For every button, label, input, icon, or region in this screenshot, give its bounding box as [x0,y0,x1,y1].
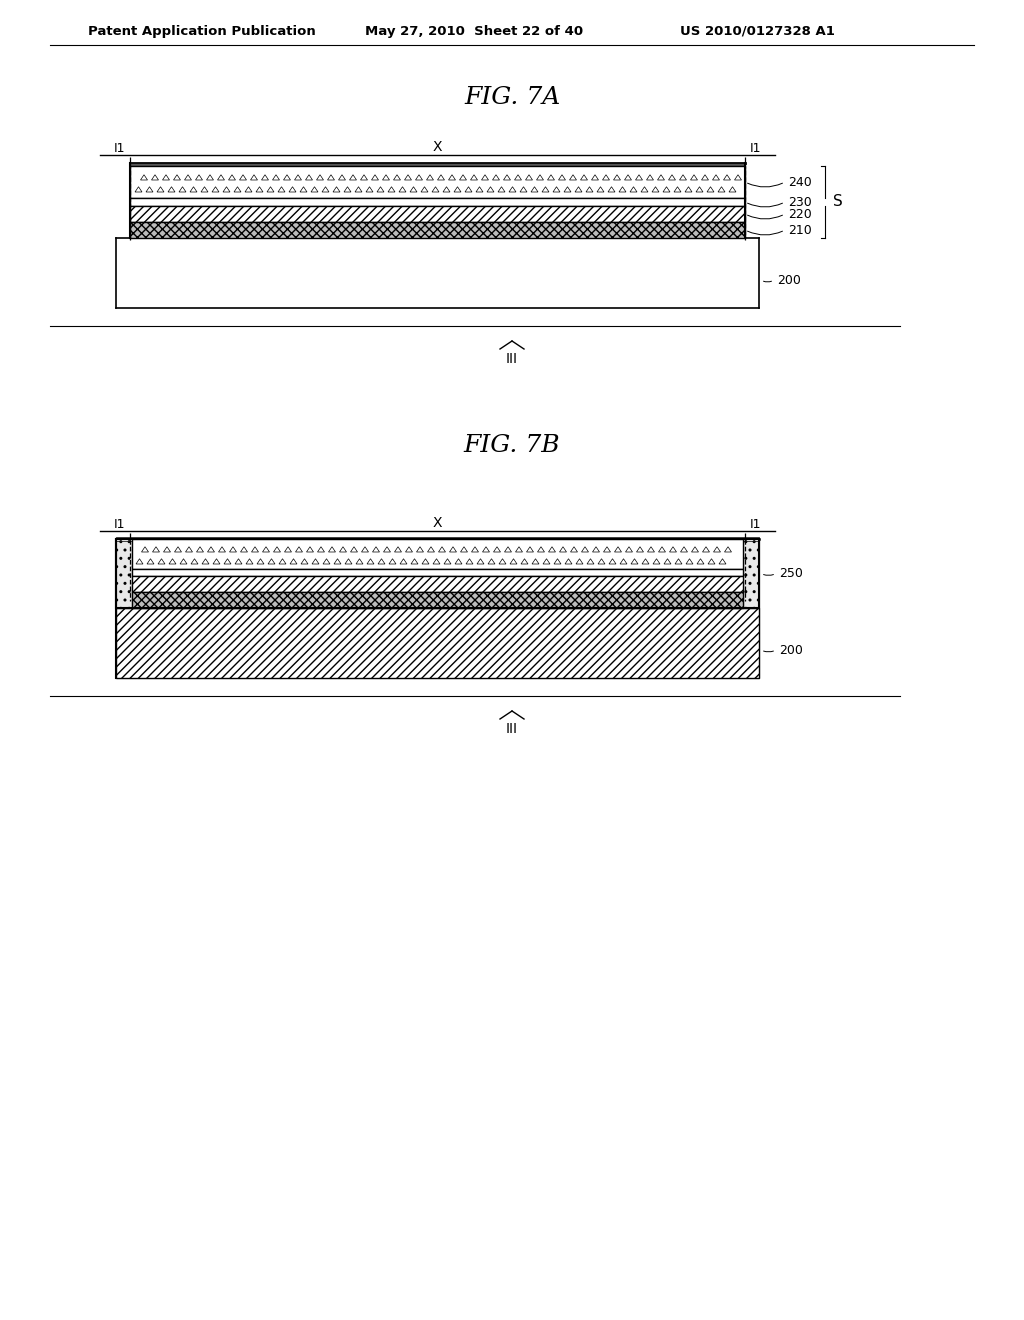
Bar [116,609,759,678]
Text: 210: 210 [539,565,562,578]
Text: III: III [506,722,518,737]
Text: I1: I1 [114,519,125,532]
Bar [116,539,132,609]
Text: S: S [833,194,843,210]
Text: X: X [433,516,442,531]
Text: 200: 200 [779,644,803,656]
Bar [116,537,759,541]
Text: 220: 220 [478,565,502,578]
Bar [116,539,759,678]
Bar [745,238,759,308]
Bar [130,162,745,166]
Text: 240: 240 [788,176,812,189]
Text: 230: 230 [788,195,812,209]
Bar [132,569,743,576]
Text: 200: 200 [777,273,801,286]
Text: I1: I1 [750,519,762,532]
Text: 230: 230 [413,565,437,578]
Text: 250: 250 [779,568,803,579]
Bar [130,206,745,222]
Bar [116,238,130,308]
Text: FIG. 7B: FIG. 7B [464,434,560,458]
Bar [132,576,743,591]
Text: FIG. 7A: FIG. 7A [464,87,560,110]
Text: US 2010/0127328 A1: US 2010/0127328 A1 [680,25,835,37]
Bar [132,591,743,609]
Text: I1: I1 [750,143,762,156]
Bar [132,539,743,569]
Bar [116,539,759,609]
Bar [130,238,745,308]
Text: 210: 210 [788,223,812,236]
Text: III: III [506,352,518,366]
Text: X: X [433,140,442,154]
Bar [130,166,745,198]
Text: I1: I1 [114,143,125,156]
Text: 240: 240 [348,565,372,578]
Text: May 27, 2010  Sheet 22 of 40: May 27, 2010 Sheet 22 of 40 [365,25,583,37]
Bar [743,539,759,609]
Text: 220: 220 [788,207,812,220]
Bar [130,198,745,206]
Bar [130,222,745,238]
Text: Patent Application Publication: Patent Application Publication [88,25,315,37]
